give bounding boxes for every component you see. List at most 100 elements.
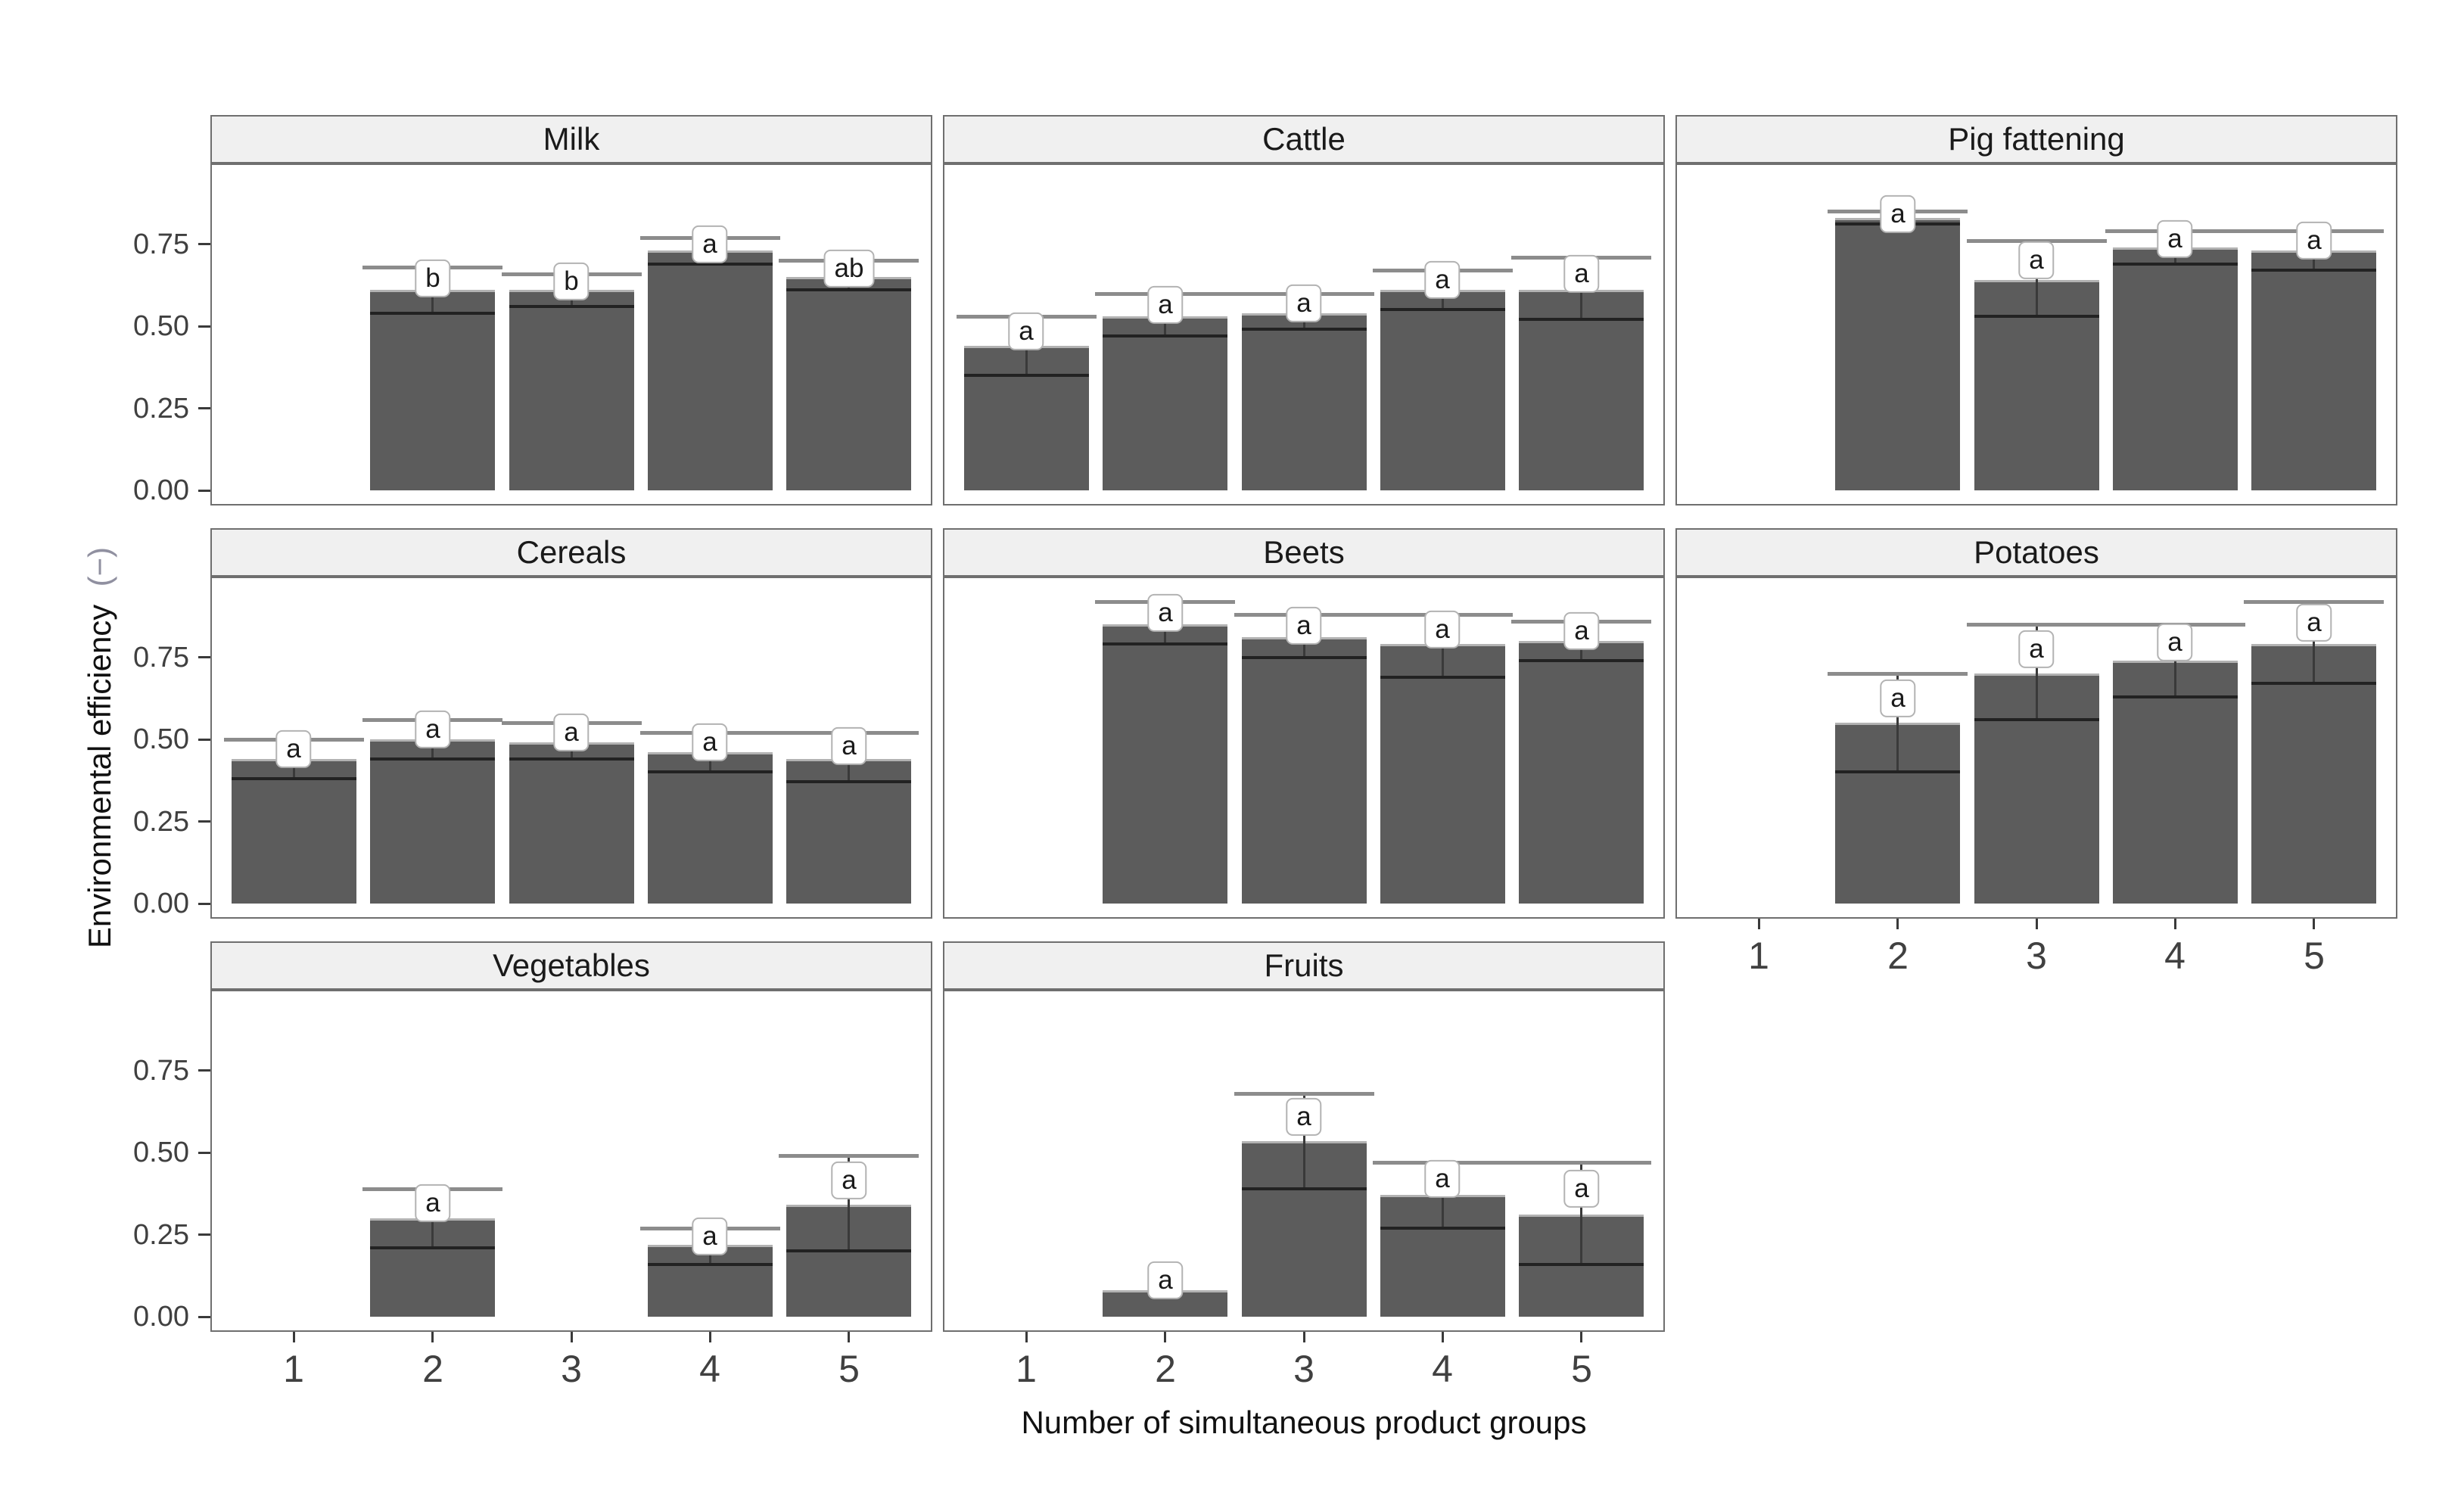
bar <box>2113 247 2238 490</box>
y-tick-mark <box>198 1233 210 1236</box>
errorbar-lower-cap <box>232 777 356 781</box>
x-tick-mark <box>2313 919 2315 929</box>
x-tick-label: 5 <box>2304 935 2325 977</box>
y-tick-mark <box>198 903 210 905</box>
y-tick-label: 0.00 <box>133 474 189 506</box>
errorbar-lower-cap <box>1835 770 1960 774</box>
facet-title: Potatoes <box>1974 534 2099 570</box>
bar <box>1380 290 1505 490</box>
significance-label: a <box>1286 284 1322 323</box>
y-tick-label: 0.50 <box>133 723 189 755</box>
errorbar-lower-cap <box>509 757 634 761</box>
bar <box>509 742 634 904</box>
y-tick-label: 0.00 <box>133 888 189 919</box>
y-axis-title-text: Environmental efficiency <box>82 604 117 949</box>
significance-label: a <box>1880 679 1916 718</box>
y-tick-label: 0.75 <box>133 642 189 673</box>
bar <box>1519 640 1644 904</box>
significance-label: a <box>1563 1169 1600 1208</box>
significance-label: a <box>1563 611 1600 651</box>
errorbar-lower-cap <box>1380 1226 1505 1230</box>
x-tick-label: 2 <box>422 1348 443 1390</box>
errorbar-lower-cap <box>1242 1187 1367 1190</box>
x-tick-label: 2 <box>1887 935 1909 977</box>
errorbar-lower-cap <box>370 1246 495 1249</box>
bar <box>232 759 356 904</box>
y-tick-mark <box>198 1316 210 1318</box>
y-tick-label: 0.25 <box>133 393 189 425</box>
bar <box>1103 316 1227 490</box>
significance-label: b <box>415 259 451 298</box>
y-tick-mark <box>198 407 210 409</box>
significance-label: a <box>692 723 728 762</box>
errorbar-whisker <box>848 1156 850 1252</box>
significance-label: a <box>2018 630 2055 669</box>
y-tick-mark <box>198 243 210 245</box>
y-axis-title: Environmental efficiency (−) <box>82 547 118 948</box>
significance-label: a <box>2157 219 2193 259</box>
bar <box>509 290 634 490</box>
facet-title: Vegetables <box>493 947 650 983</box>
bar <box>648 752 773 904</box>
errorbar-whisker <box>1896 673 1899 773</box>
facet-strip: Milk <box>210 115 932 163</box>
bar <box>2251 644 2376 904</box>
x-tick-label: 2 <box>1155 1348 1176 1390</box>
errorbar-lower-cap <box>2113 695 2238 698</box>
significance-label: a <box>1563 254 1600 294</box>
facet-strip: Cattle <box>943 115 1665 163</box>
y-tick-label: 0.50 <box>133 1137 189 1168</box>
errorbar-lower-cap <box>1519 658 1644 662</box>
bar <box>1380 644 1505 904</box>
facet-strip: Beets <box>943 528 1665 577</box>
significance-label: a <box>1880 194 1916 234</box>
x-tick-label: 1 <box>1016 1348 1037 1390</box>
x-tick-label: 4 <box>2164 935 2186 977</box>
significance-label: a <box>415 1184 451 1223</box>
bar <box>1835 217 1960 490</box>
errorbar-lower-cap <box>1380 308 1505 312</box>
errorbar-lower-cap <box>964 374 1089 378</box>
errorbar-lower-cap <box>2113 262 2238 266</box>
x-tick-mark <box>709 1332 711 1342</box>
x-tick-mark <box>1896 919 1899 929</box>
significance-label: b <box>553 262 590 301</box>
y-tick-label: 0.75 <box>133 1055 189 1087</box>
y-tick-mark <box>198 1152 210 1154</box>
x-tick-mark <box>1442 1332 1444 1342</box>
errorbar-whisker <box>2313 601 2315 684</box>
y-tick-mark <box>198 820 210 823</box>
errorbar-lower-cap <box>1103 334 1227 338</box>
bar <box>1103 624 1227 904</box>
significance-label: a <box>2296 603 2332 642</box>
errorbar-lower-cap <box>370 757 495 761</box>
x-tick-label: 3 <box>1293 1348 1314 1390</box>
x-tick-mark <box>1758 919 1760 929</box>
x-tick-mark <box>1025 1332 1028 1342</box>
errorbar-lower-cap <box>1242 655 1367 659</box>
facet-title: Beets <box>1263 534 1345 570</box>
errorbar-lower-cap <box>2251 269 2376 272</box>
errorbar-upper-cap <box>1511 1161 1651 1165</box>
errorbar-lower-cap <box>786 780 911 784</box>
facet-title: Fruits <box>1264 947 1344 983</box>
x-tick-label: 5 <box>1571 1348 1592 1390</box>
significance-label: a <box>2018 241 2055 280</box>
x-tick-mark <box>1303 1332 1305 1342</box>
errorbar-whisker <box>1580 1162 1582 1264</box>
bar <box>1519 290 1644 490</box>
facet-strip: Pig fattening <box>1675 115 2397 163</box>
x-tick-label: 3 <box>561 1348 582 1390</box>
errorbar-lower-cap <box>370 311 495 315</box>
significance-label: a <box>1147 285 1184 325</box>
facet-title: Pig fattening <box>1948 121 2125 157</box>
y-tick-label: 0.00 <box>133 1301 189 1333</box>
y-tick-mark <box>198 656 210 658</box>
errorbar-whisker <box>1303 1093 1305 1189</box>
x-tick-mark <box>571 1332 573 1342</box>
y-tick-label: 0.75 <box>133 229 189 260</box>
significance-label: a <box>2157 623 2193 662</box>
significance-label: a <box>1424 610 1461 649</box>
significance-label: a <box>831 1161 867 1200</box>
errorbar-lower-cap <box>1242 328 1367 331</box>
